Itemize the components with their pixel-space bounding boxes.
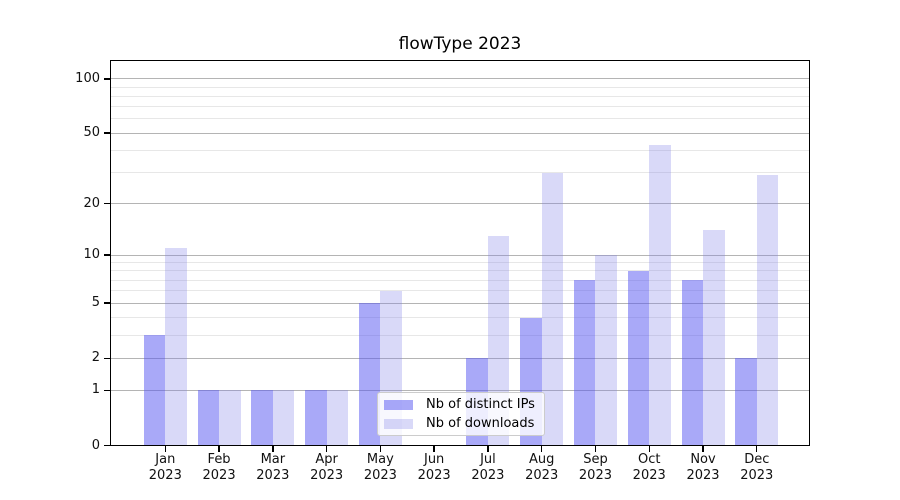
y-tick-label-0: 0 bbox=[91, 437, 100, 453]
x-tick-label-sep: Sep 2023 bbox=[578, 452, 612, 483]
x-tick-label-jan: Jan 2023 bbox=[148, 452, 182, 483]
x-tick-label-aug: Aug 2023 bbox=[525, 452, 559, 483]
x-tick-label-nov: Nov 2023 bbox=[686, 452, 720, 483]
gridline-minor-80 bbox=[111, 95, 809, 97]
gridline-minor-70 bbox=[111, 106, 809, 108]
gridline-minor-3 bbox=[111, 334, 809, 336]
gridline-minor-7 bbox=[111, 279, 809, 281]
x-tick-feb bbox=[218, 446, 220, 452]
bar-ips-jan bbox=[143, 335, 166, 446]
bar-ips-dec bbox=[735, 358, 757, 446]
bar-downloads-mar bbox=[272, 390, 295, 446]
legend-label-distinct-ips: Nb of distinct IPs bbox=[426, 397, 535, 412]
gridline-major-100 bbox=[111, 78, 809, 80]
gridline-major-20 bbox=[111, 203, 809, 205]
bar-downloads-sep bbox=[595, 255, 617, 446]
gridline-minor-60 bbox=[111, 118, 809, 120]
x-tick-aug bbox=[540, 446, 543, 452]
bar-downloads-nov bbox=[703, 230, 725, 446]
legend-item-distinct-ips: Nb of distinct IPs bbox=[384, 395, 538, 414]
x-tick-label-jul: Jul 2023 bbox=[471, 452, 505, 483]
bar-ips-may bbox=[358, 303, 381, 446]
x-tick-label-apr: Apr 2023 bbox=[310, 452, 344, 483]
bar-downloads-aug bbox=[541, 172, 564, 446]
gridline-minor-9 bbox=[111, 262, 809, 264]
gridline-minor-8 bbox=[111, 270, 809, 272]
legend-item-downloads: Nb of downloads bbox=[384, 414, 538, 433]
y-tick-label-2: 2 bbox=[91, 350, 100, 366]
x-tick-sep bbox=[594, 446, 597, 452]
x-tick-label-dec: Dec 2023 bbox=[740, 452, 774, 483]
y-tick-label-5: 5 bbox=[91, 295, 100, 311]
bar-downloads-feb bbox=[219, 390, 241, 446]
x-tick-label-mar: Mar 2023 bbox=[256, 452, 290, 483]
y-tick-label-10: 10 bbox=[83, 247, 100, 263]
gridline-major-10 bbox=[111, 254, 809, 256]
x-tick-jul bbox=[487, 446, 489, 452]
x-tick-jun bbox=[433, 446, 435, 452]
y-tick-10 bbox=[104, 254, 111, 256]
x-tick-jan bbox=[164, 446, 166, 452]
x-tick-label-may: May 2023 bbox=[363, 452, 397, 483]
y-tick-2 bbox=[104, 357, 111, 359]
bar-ips-apr bbox=[305, 390, 327, 446]
y-tick-50 bbox=[104, 132, 111, 134]
bar-downloads-apr bbox=[326, 390, 349, 446]
x-tick-label-feb: Feb 2023 bbox=[202, 452, 236, 483]
x-tick-mar bbox=[272, 446, 274, 452]
legend-swatch-downloads bbox=[384, 418, 413, 429]
bar-ips-feb bbox=[197, 390, 220, 446]
y-tick-label-1: 1 bbox=[91, 382, 100, 398]
x-tick-may bbox=[379, 446, 382, 452]
x-tick-nov bbox=[702, 446, 704, 452]
gridline-major-2 bbox=[111, 357, 809, 359]
gridline-minor-30 bbox=[111, 172, 809, 174]
gridline-minor-4 bbox=[111, 317, 809, 319]
x-tick-apr bbox=[325, 446, 328, 452]
y-tick-1 bbox=[104, 389, 111, 392]
bar-downloads-oct bbox=[649, 144, 671, 446]
legend: Nb of distinct IPs Nb of downloads bbox=[377, 392, 545, 436]
x-tick-oct bbox=[648, 446, 650, 452]
y-tick-label-20: 20 bbox=[83, 195, 100, 211]
bar-downloads-dec bbox=[756, 175, 779, 446]
y-tick-label-100: 100 bbox=[75, 70, 100, 86]
gridline-major-5 bbox=[111, 302, 809, 304]
bar-ips-sep bbox=[573, 280, 596, 446]
gridline-major-1 bbox=[111, 389, 809, 391]
x-tick-label-jun: Jun 2023 bbox=[417, 452, 451, 483]
y-tick-5 bbox=[104, 302, 111, 304]
bar-ips-oct bbox=[627, 270, 650, 446]
chart-title: flowType 2023 bbox=[398, 34, 522, 54]
gridline-minor-6 bbox=[111, 290, 809, 292]
bar-ips-nov bbox=[681, 280, 703, 446]
legend-label-downloads: Nb of downloads bbox=[426, 416, 535, 431]
x-tick-label-oct: Oct 2023 bbox=[632, 452, 666, 483]
y-tick-0 bbox=[104, 444, 111, 447]
gridline-major-50 bbox=[111, 132, 809, 134]
x-tick-dec bbox=[756, 446, 758, 452]
legend-swatch-distinct-ips bbox=[384, 399, 413, 410]
bar-downloads-jan bbox=[165, 248, 187, 446]
gridline-minor-90 bbox=[111, 86, 809, 88]
y-tick-label-50: 50 bbox=[83, 125, 100, 141]
gridline-minor-40 bbox=[111, 150, 809, 152]
y-tick-100 bbox=[104, 78, 111, 80]
bar-ips-mar bbox=[251, 390, 273, 446]
y-tick-20 bbox=[104, 202, 111, 205]
